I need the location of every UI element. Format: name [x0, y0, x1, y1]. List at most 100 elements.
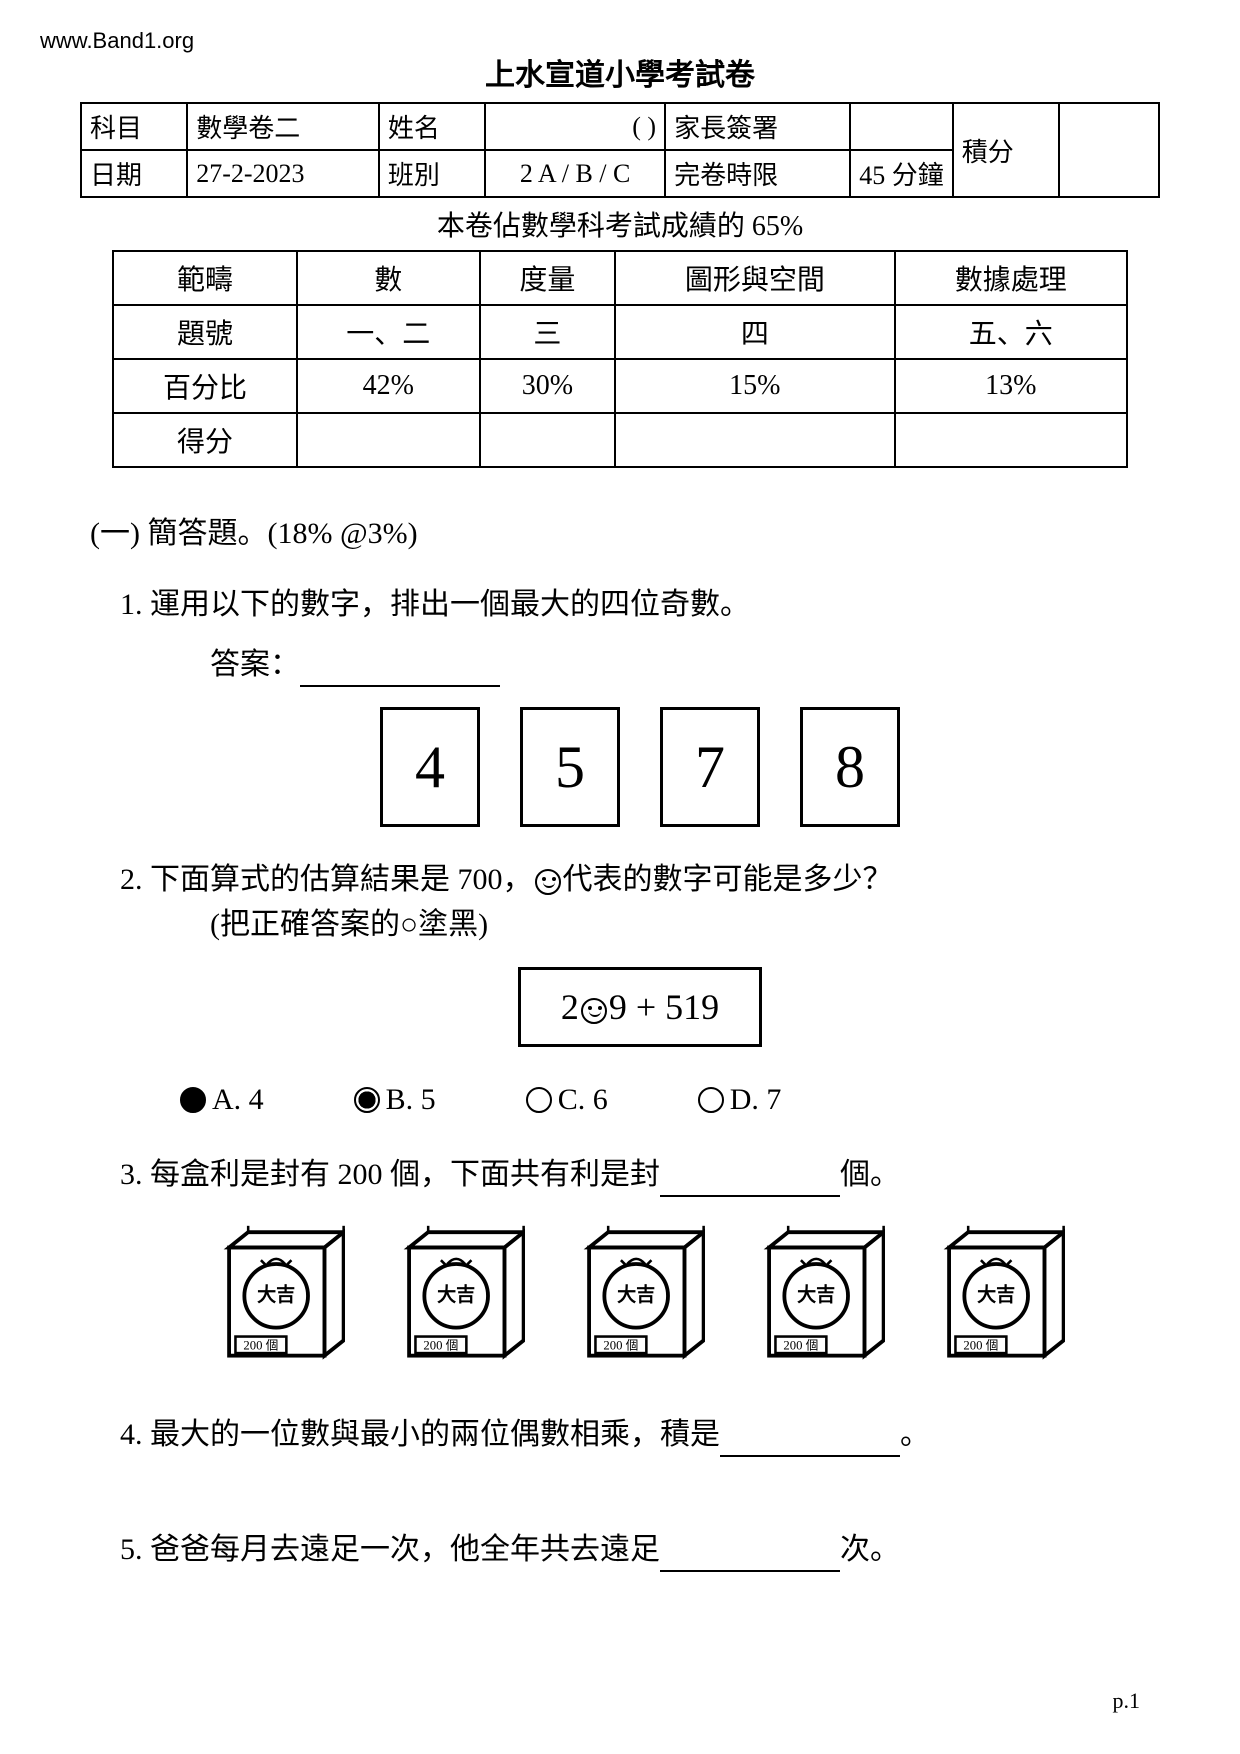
subject-value: 數學卷二 [187, 103, 379, 150]
limit-label: 完卷時限 [665, 150, 850, 197]
category-cell: 圖形與空間 [615, 251, 895, 305]
svg-text:大吉: 大吉 [797, 1283, 835, 1306]
page-number: p.1 [1113, 1688, 1141, 1714]
digit-box: 4 [380, 707, 480, 827]
category-cell: 度量 [480, 251, 615, 305]
category-cell: 得分 [113, 413, 296, 467]
weight-subtitle: 本卷佔數學科考試成績的 65% [80, 204, 1160, 244]
q2-instruction: (把正確答案的○塗黑) [210, 902, 1160, 947]
q3-text-b: 個。 [840, 1158, 900, 1191]
svg-text:200 個: 200 個 [963, 1338, 998, 1352]
q4-text-b: 。 [900, 1418, 930, 1451]
choice-option[interactable]: A. 4 [180, 1077, 264, 1122]
date-label: 日期 [81, 150, 187, 197]
q2-text-b: 代表的數字可能是多少？ [563, 863, 893, 896]
svg-text:200 個: 200 個 [423, 1338, 458, 1352]
score-blank [1059, 103, 1159, 197]
question-3: 3. 每盒利是封有 200 個，下面共有利是封 個。 大吉 200 個 大吉 20… [120, 1152, 1160, 1362]
choice-option[interactable]: B. 5 [354, 1077, 436, 1122]
smiley-icon [535, 869, 561, 895]
category-cell [895, 413, 1127, 467]
watermark-text: www.Band1.org [40, 28, 194, 54]
category-cell [297, 413, 480, 467]
q3-text-a: 3. 每盒利是封有 200 個，下面共有利是封 [120, 1158, 660, 1191]
limit-value: 45 分鐘 [850, 150, 953, 197]
q1-text: 1. 運用以下的數字，排出一個最大的四位奇數。 [120, 582, 1160, 627]
smiley-icon [581, 998, 607, 1024]
choice-option[interactable]: D. 7 [698, 1077, 782, 1122]
name-blank: ( ) [485, 103, 665, 150]
q4-blank [720, 1429, 900, 1457]
choice-label: A. 4 [212, 1077, 264, 1122]
q5-text-b: 次。 [840, 1533, 900, 1566]
equation-box: 2 9 + 519 [518, 967, 762, 1047]
class-label: 班別 [379, 150, 485, 197]
parent-sign-label: 家長簽署 [665, 103, 850, 150]
svg-text:大吉: 大吉 [257, 1283, 295, 1306]
svg-text:200 個: 200 個 [243, 1338, 278, 1352]
subject-label: 科目 [81, 103, 187, 150]
choice-circle-icon [698, 1087, 724, 1113]
name-label: 姓名 [379, 103, 485, 150]
gift-box-icon: 大吉 200 個 [755, 1222, 885, 1362]
class-value: 2 A / B / C [485, 150, 665, 197]
category-cell: 範疇 [113, 251, 296, 305]
category-cell: 數據處理 [895, 251, 1127, 305]
choice-circle-icon [180, 1087, 206, 1113]
svg-text:200 個: 200 個 [783, 1338, 818, 1352]
category-cell [615, 413, 895, 467]
digit-box: 8 [800, 707, 900, 827]
q1-answer-label: 答案： [210, 648, 300, 681]
choices-row: A. 4 B. 5 C. 6 D. 7 [180, 1077, 1160, 1122]
choice-label: C. 6 [558, 1077, 608, 1122]
category-cell: 42% [297, 359, 480, 413]
q3-blank [660, 1169, 840, 1197]
choice-circle-icon [526, 1087, 552, 1113]
gift-boxes-row: 大吉 200 個 大吉 200 個 大吉 200 個 大吉 200 個 大吉 2… [120, 1222, 1160, 1362]
choice-label: D. 7 [730, 1077, 782, 1122]
category-cell: 數 [297, 251, 480, 305]
category-cell: 百分比 [113, 359, 296, 413]
q4-text-a: 4. 最大的一位數與最小的兩位偶數相乘，積是 [120, 1418, 720, 1451]
choice-circle-icon [354, 1087, 380, 1113]
category-cell: 13% [895, 359, 1127, 413]
category-cell [480, 413, 615, 467]
question-5: 5. 爸爸每月去遠足一次，他全年共去遠足 次。 [120, 1527, 1160, 1572]
category-table: 範疇數度量圖形與空間數據處理題號一、二三四五、六百分比42%30%15%13% 得… [112, 250, 1127, 468]
category-cell: 一、二 [297, 305, 480, 359]
svg-text:大吉: 大吉 [977, 1283, 1015, 1306]
svg-text:大吉: 大吉 [437, 1283, 475, 1306]
digit-box: 7 [660, 707, 760, 827]
digit-boxes-row: 4578 [120, 707, 1160, 827]
gift-box-icon: 大吉 200 個 [935, 1222, 1065, 1362]
category-cell: 15% [615, 359, 895, 413]
question-1: 1. 運用以下的數字，排出一個最大的四位奇數。 答案： 4578 [120, 582, 1160, 827]
score-label: 積分 [953, 103, 1059, 197]
section-1-header: (一) 簡答題。(18% @3%) [90, 508, 1160, 552]
header-info-table: 科目 數學卷二 姓名 ( ) 家長簽署 積分 日期 27-2-2023 班別 2… [80, 102, 1160, 198]
svg-text:200 個: 200 個 [603, 1338, 638, 1352]
svg-text:大吉: 大吉 [617, 1283, 655, 1306]
choice-label: B. 5 [386, 1077, 436, 1122]
category-cell: 五、六 [895, 305, 1127, 359]
question-4: 4. 最大的一位數與最小的兩位偶數相乘，積是 。 [120, 1412, 1160, 1457]
digit-box: 5 [520, 707, 620, 827]
date-value: 27-2-2023 [187, 150, 379, 197]
eq-part-b: 9 + 519 [609, 987, 719, 1027]
q5-text-a: 5. 爸爸每月去遠足一次，他全年共去遠足 [120, 1533, 660, 1566]
category-cell: 30% [480, 359, 615, 413]
gift-box-icon: 大吉 200 個 [215, 1222, 345, 1362]
q2-text-a: 2. 下面算式的估算結果是 700， [120, 863, 533, 896]
choice-option[interactable]: C. 6 [526, 1077, 608, 1122]
parent-sign-blank [850, 103, 953, 150]
category-cell: 三 [480, 305, 615, 359]
category-cell: 四 [615, 305, 895, 359]
eq-part-a: 2 [561, 987, 579, 1027]
gift-box-icon: 大吉 200 個 [575, 1222, 705, 1362]
q1-answer-blank [300, 659, 500, 687]
exam-title: 上水宣道小學考試卷 [80, 50, 1160, 94]
question-2: 2. 下面算式的估算結果是 700， 代表的數字可能是多少？ (把正確答案的○塗黑… [120, 857, 1160, 1122]
category-cell: 題號 [113, 305, 296, 359]
q5-blank [660, 1544, 840, 1572]
gift-box-icon: 大吉 200 個 [395, 1222, 525, 1362]
